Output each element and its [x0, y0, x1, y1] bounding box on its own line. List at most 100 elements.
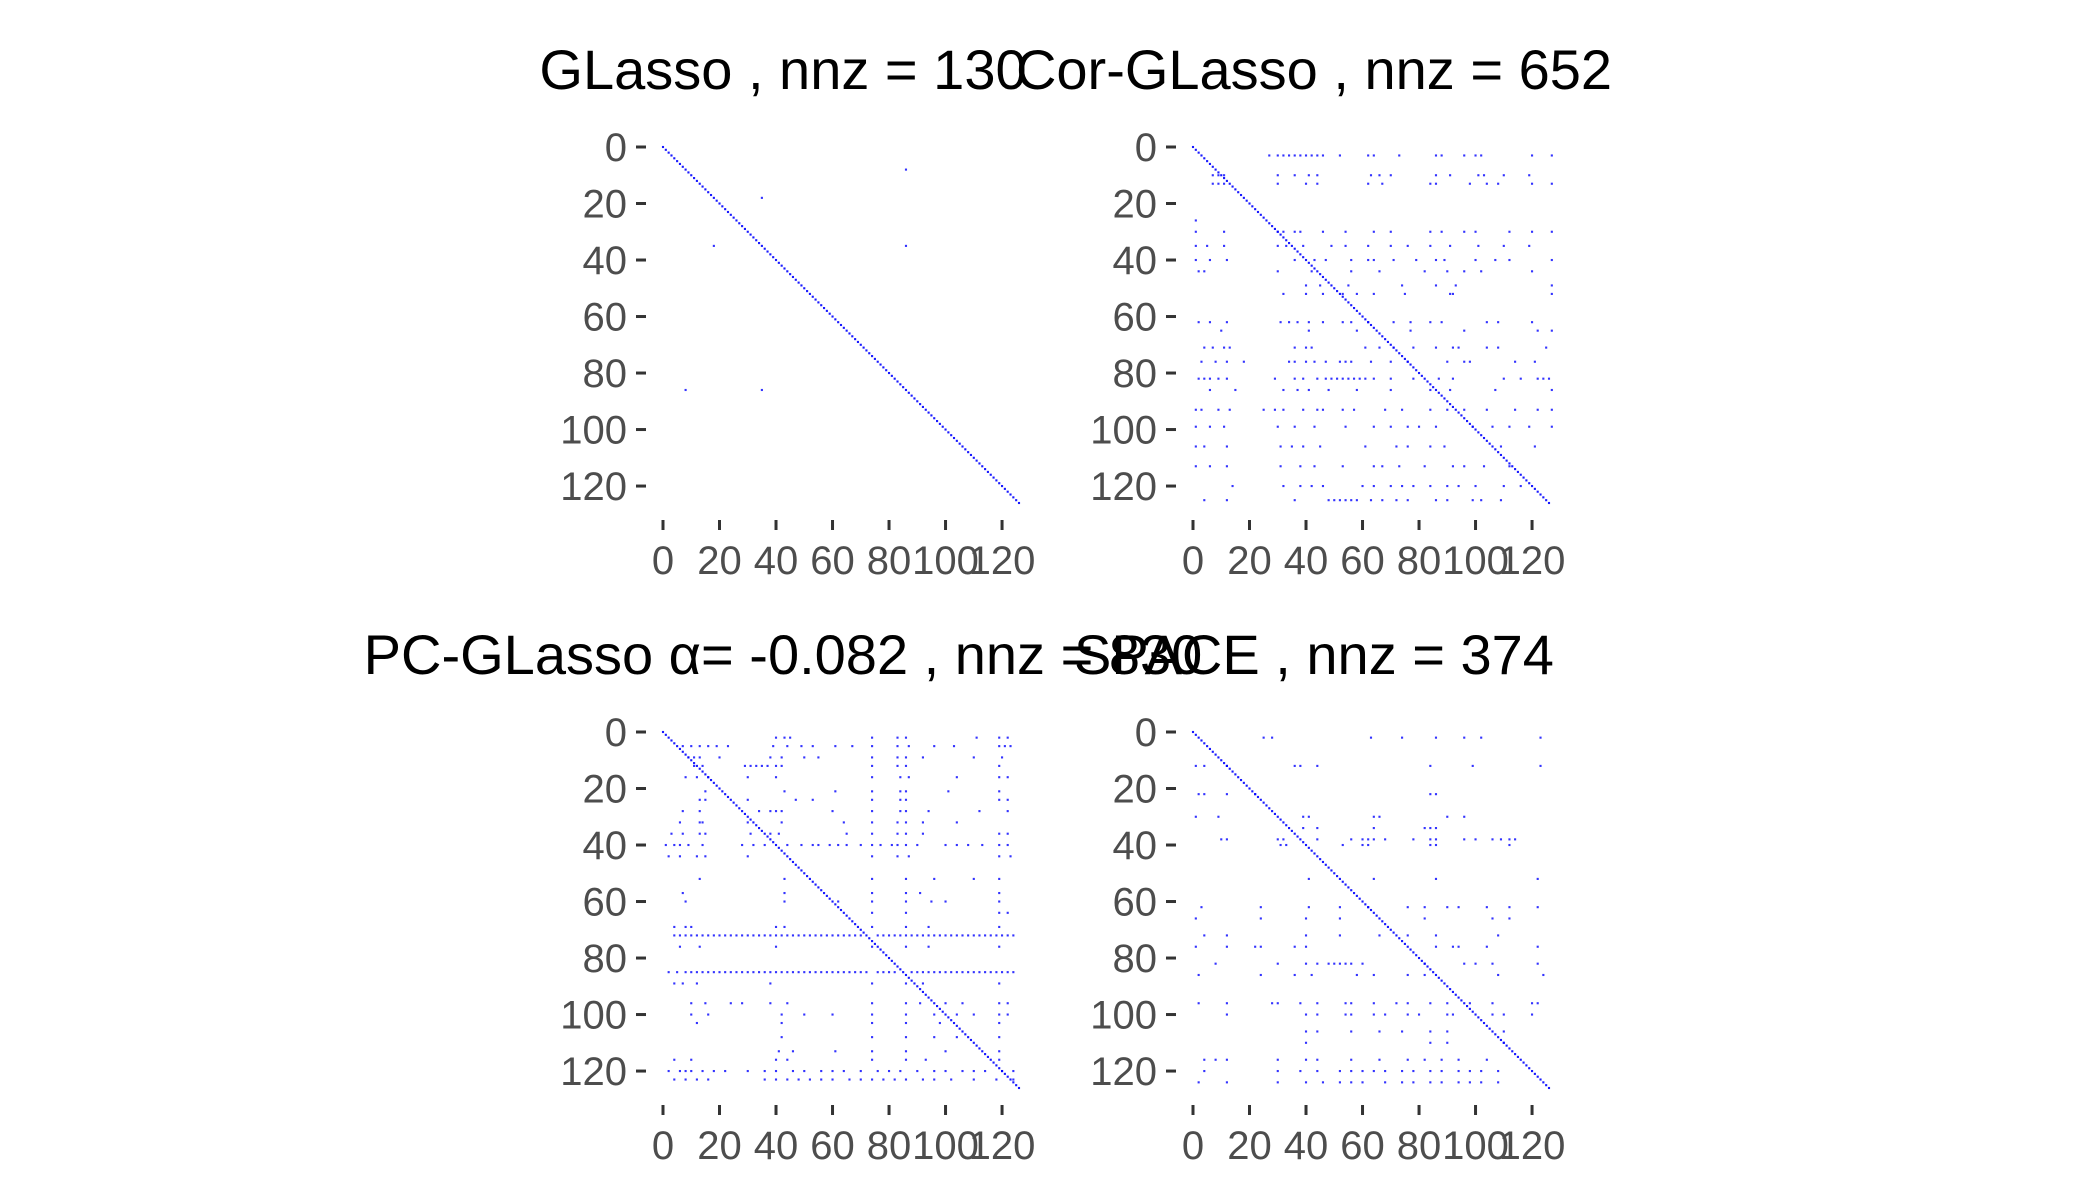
diagonal-point [865, 349, 868, 352]
nonzero-point [1293, 973, 1296, 977]
diagonal-point [995, 1064, 998, 1067]
diagonal-point [986, 470, 989, 473]
diagonal-point [910, 979, 913, 982]
diagonal-point [978, 1047, 981, 1050]
diagonal-point [724, 208, 727, 211]
diagonal-point [1471, 1010, 1474, 1013]
nonzero-point [916, 934, 919, 937]
nonzero-point [1415, 258, 1418, 262]
nonzero-point [690, 1058, 693, 1061]
x-tick-label: 120 [969, 1124, 1036, 1168]
diagonal-point [1536, 1075, 1539, 1078]
nonzero-point [1327, 388, 1330, 392]
nonzero-point [1508, 425, 1511, 428]
nonzero-point [1276, 838, 1279, 841]
nonzero-point [1282, 484, 1285, 488]
nonzero-point [780, 1021, 783, 1025]
nonzero-point [1409, 329, 1412, 332]
nonzero-point [780, 821, 783, 824]
diagonal-point [704, 188, 707, 191]
nonzero-point [1494, 258, 1497, 262]
diagonal-point [1401, 355, 1404, 358]
diagonal-point [1197, 736, 1200, 739]
nonzero-point [871, 945, 874, 948]
nonzero-point [1341, 843, 1344, 847]
nonzero-point [1302, 445, 1305, 448]
nonzero-point [1423, 827, 1426, 830]
diagonal-point [1206, 745, 1209, 748]
diagonal-point [1217, 171, 1220, 174]
diagonal-point [1237, 776, 1240, 779]
nonzero-point [1000, 971, 1004, 974]
nonzero-point [741, 934, 744, 937]
nonzero-point [1367, 244, 1370, 247]
diagonal-point [1522, 1061, 1525, 1064]
nonzero-point [1009, 745, 1012, 748]
nonzero-point [690, 934, 693, 937]
nonzero-point [1446, 906, 1449, 909]
nonzero-point [1012, 1078, 1015, 1081]
nonzero-point [1491, 838, 1494, 841]
nonzero-point [800, 745, 803, 748]
diagonal-point [1191, 730, 1195, 734]
diagonal-point [1015, 499, 1018, 502]
nonzero-point [1429, 388, 1432, 392]
x-tick-label: 40 [754, 539, 799, 583]
nonzero-point [760, 764, 763, 767]
nonzero-point [1304, 360, 1308, 363]
y-tick-label: 40 [1113, 239, 1158, 283]
nonzero-point [1200, 408, 1203, 411]
nonzero-point [729, 1002, 732, 1005]
nonzero-point [1446, 1030, 1449, 1033]
nonzero-point [774, 776, 778, 779]
nonzero-point [797, 934, 800, 937]
nonzero-point [774, 1058, 778, 1061]
nonzero-point [794, 798, 797, 801]
diagonal-point [882, 366, 885, 369]
nonzero-point [1338, 906, 1341, 909]
nonzero-point [1369, 174, 1373, 177]
nonzero-point [972, 934, 975, 937]
diagonal-point [972, 1041, 975, 1044]
nonzero-point [1434, 934, 1438, 937]
nonzero-point [1372, 154, 1375, 157]
nonzero-point [927, 934, 930, 937]
diagonal-point [1364, 318, 1367, 321]
nonzero-point [1384, 838, 1387, 841]
nonzero-point [1223, 174, 1226, 177]
diagonal-point [1217, 756, 1220, 759]
nonzero-point [871, 810, 874, 813]
diagonal-point [1460, 999, 1463, 1002]
nonzero-point [887, 971, 891, 974]
nonzero-point [1344, 962, 1347, 965]
nonzero-point [899, 790, 902, 793]
nonzero-point [746, 855, 749, 858]
nonzero-point [701, 971, 704, 974]
nonzero-point [1434, 877, 1438, 880]
nonzero-point [1321, 1081, 1325, 1084]
nonzero-point [921, 821, 924, 824]
diagonal-point [1262, 801, 1265, 804]
diagonal-point [851, 335, 854, 338]
nonzero-point [1276, 182, 1279, 185]
nonzero-point [1197, 321, 1200, 324]
diagonal-point [1310, 264, 1313, 267]
nonzero-point [1440, 1081, 1443, 1084]
nonzero-point [1451, 377, 1454, 380]
nonzero-point [825, 934, 828, 937]
diagonal-point [1296, 835, 1299, 838]
nonzero-point [1364, 346, 1367, 349]
nonzero-point [854, 934, 857, 937]
nonzero-point [1225, 1002, 1228, 1005]
nonzero-point [1276, 174, 1279, 177]
diagonal-point [721, 205, 724, 208]
diagonal-point [735, 219, 738, 222]
nonzero-point [701, 821, 704, 824]
nonzero-point [998, 1058, 1001, 1061]
nonzero-point [1372, 877, 1375, 880]
nonzero-point [961, 1069, 964, 1073]
nonzero-point [1299, 154, 1302, 157]
nonzero-point [1409, 321, 1412, 324]
diagonal-point [1426, 380, 1429, 383]
nonzero-point [1350, 1081, 1353, 1084]
